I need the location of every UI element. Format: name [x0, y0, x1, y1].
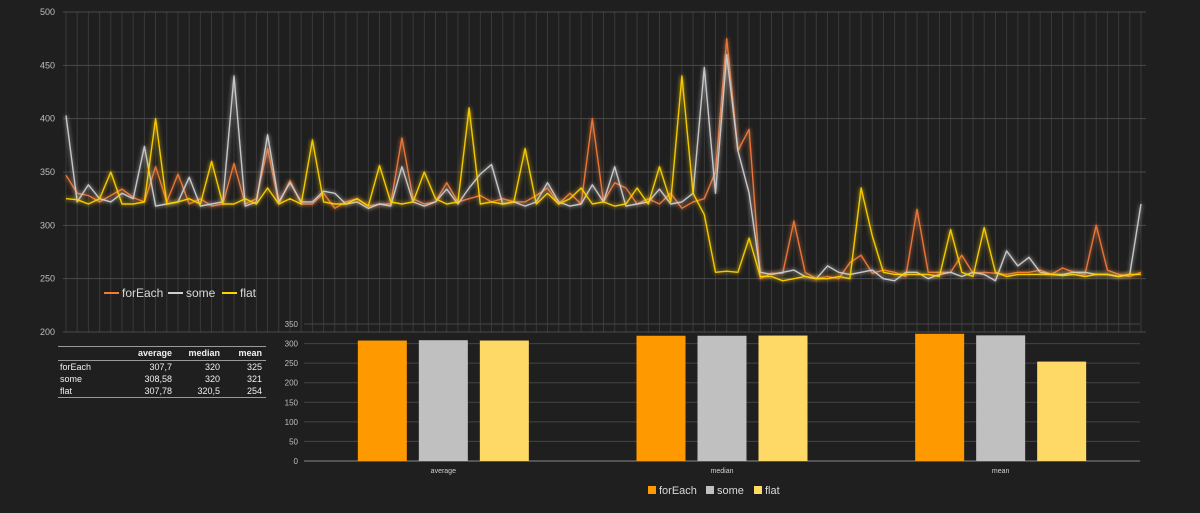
cell-mean: 254 [224, 385, 266, 398]
legend-swatch [706, 486, 714, 494]
bar-chart-x-axis: average median mean [431, 468, 1010, 475]
bar-foreach-average [357, 340, 407, 461]
y-tick-label: 350 [40, 167, 55, 177]
stats-table-corner [58, 346, 118, 361]
y-tick-label: 500 [40, 7, 55, 17]
cell-average: 307,78 [118, 385, 176, 398]
bar-some-median [697, 335, 747, 461]
bar-flat-median [758, 335, 808, 461]
stats-col-mean: mean [224, 346, 266, 361]
bar-flat-average [479, 340, 529, 461]
y-tick-label: 50 [289, 437, 298, 446]
row-label: flat [58, 385, 118, 398]
line-chart-y-axis: 200 250 300 350 400 450 500 [40, 7, 55, 337]
y-tick-label: 200 [285, 379, 299, 388]
legend-label: forEach [659, 485, 697, 497]
bar-some-mean [976, 335, 1026, 461]
x-category-label: mean [992, 468, 1010, 475]
cell-average: 308,58 [144, 374, 172, 384]
line-chart: 200 250 300 350 400 450 500 forEach some flat [40, 7, 1146, 337]
row-label: forEach [60, 362, 92, 372]
bar-chart-y-axis: 0 50 100 150 200 250 300 350 [285, 320, 299, 466]
stats-col-median: median [176, 346, 224, 361]
cell-median: 320,5 [176, 385, 224, 398]
cell-average: 307,7 [149, 362, 172, 372]
legend-label: flat [765, 485, 780, 497]
series-line-flat [65, 75, 1141, 282]
y-tick-label: 300 [40, 220, 55, 230]
cell-median: 320 [204, 374, 220, 384]
y-tick-label: 400 [40, 114, 55, 124]
table-row: forEach 307,7 320 325 [58, 361, 266, 374]
bar-flat-mean [1037, 361, 1087, 461]
stats-table-header: average median mean [58, 346, 266, 361]
y-tick-label: 300 [285, 340, 299, 349]
legend-label: forEach [122, 286, 163, 300]
bar-foreach-median [636, 335, 686, 461]
line-chart-grid [63, 11, 1146, 333]
bar-some-average [418, 340, 468, 461]
table-row: some 308,58 320 321 [58, 373, 266, 385]
x-category-label: median [711, 468, 734, 475]
legend-label: some [186, 286, 216, 300]
legend-swatch [754, 486, 762, 494]
y-tick-label: 150 [285, 398, 299, 407]
y-tick-label: 100 [285, 418, 299, 427]
y-tick-label: 350 [285, 320, 299, 329]
bar-foreach-mean [915, 333, 965, 461]
table-row: flat 307,78 320,5 254 [58, 385, 266, 398]
y-tick-label: 0 [294, 457, 299, 466]
cell-mean: 325 [246, 362, 262, 372]
legend-label: some [717, 485, 744, 497]
y-tick-label: 250 [285, 359, 299, 368]
line-chart-legend: forEach some flat [104, 286, 257, 300]
x-category-label: average [431, 468, 456, 475]
legend-label: flat [240, 286, 257, 300]
cell-median: 320 [204, 362, 220, 372]
y-tick-label: 450 [40, 60, 55, 70]
row-label: some [60, 374, 83, 384]
line-chart-series [65, 38, 1142, 282]
cell-mean: 321 [246, 374, 262, 384]
bar-chart-bars [357, 333, 1087, 461]
y-tick-label: 250 [40, 274, 55, 284]
legend-swatch [648, 486, 656, 494]
bar-chart-legend: forEach some flat [648, 485, 780, 497]
stats-table: average median mean forEach 307,7 320 32… [58, 346, 266, 398]
stats-col-average: average [118, 346, 176, 361]
y-tick-label: 200 [40, 327, 55, 337]
